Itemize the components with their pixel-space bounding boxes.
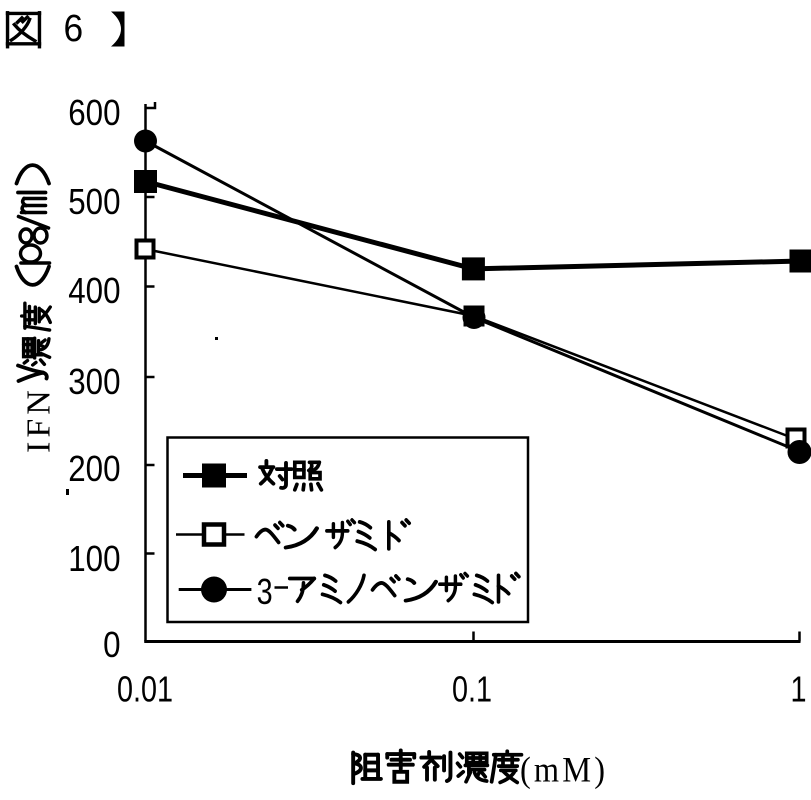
svg-text:0: 0	[103, 625, 120, 666]
svg-text:0.1: 0.1	[452, 668, 492, 709]
svg-text:600: 600	[68, 93, 120, 134]
svg-text:0.01: 0.01	[117, 668, 173, 709]
svg-text:1: 1	[790, 668, 806, 709]
svg-text:400: 400	[68, 271, 120, 312]
svg-text:300: 300	[68, 362, 120, 403]
svg-text:3: 3	[257, 571, 273, 612]
svg-text:100: 100	[68, 539, 120, 580]
svg-text:200: 200	[68, 449, 120, 490]
svg-text:IFN: IFN	[21, 386, 58, 453]
svg-text:6: 6	[64, 7, 84, 49]
svg-text:500: 500	[68, 182, 120, 223]
svg-text:(mM): (mM)	[520, 750, 608, 790]
